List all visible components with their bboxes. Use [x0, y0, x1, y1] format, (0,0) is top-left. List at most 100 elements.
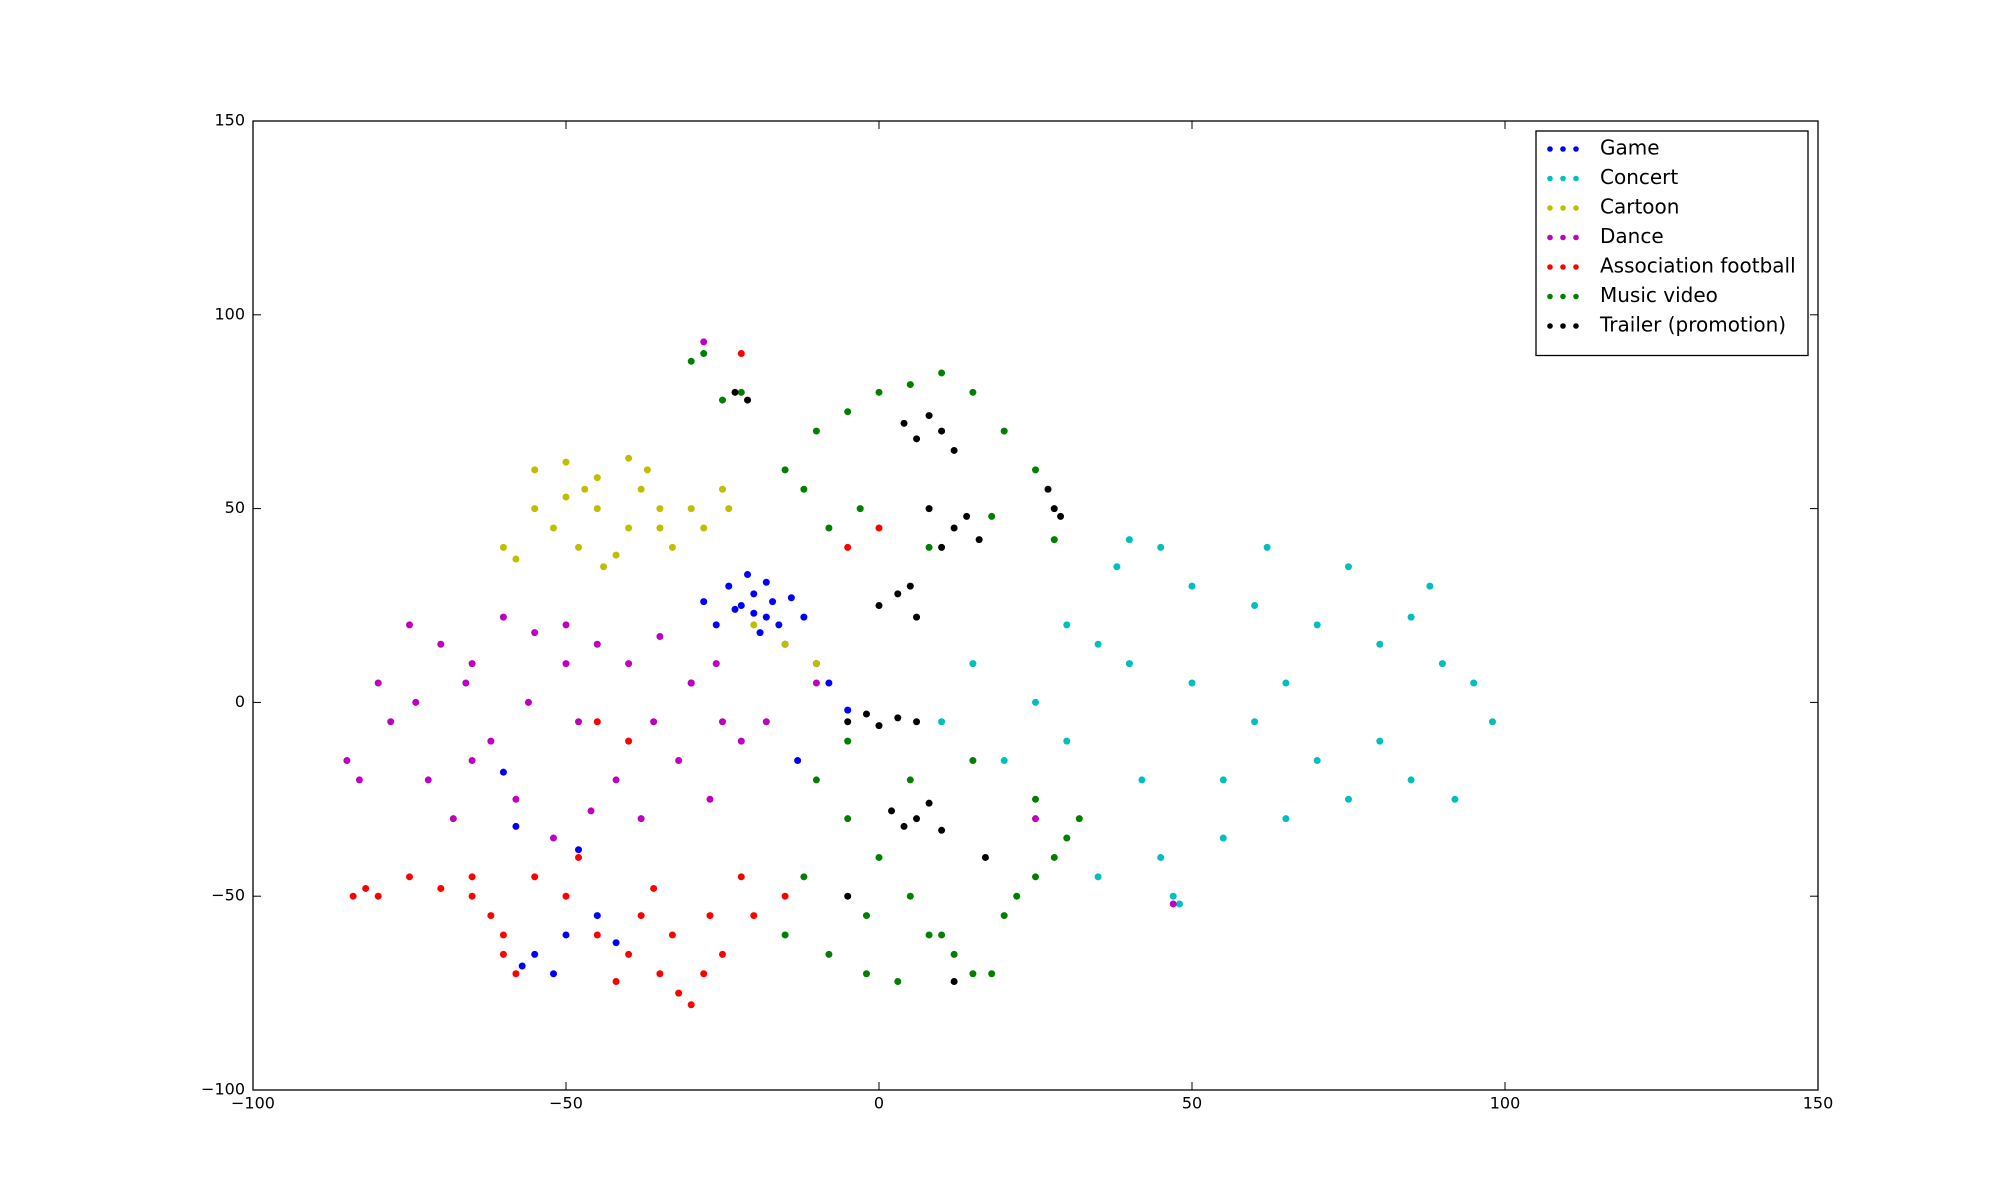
point	[800, 873, 808, 881]
point	[562, 931, 570, 939]
point	[1175, 900, 1183, 908]
y-tick-label: −100	[201, 1080, 245, 1099]
point	[625, 524, 633, 532]
point	[512, 555, 520, 563]
point	[468, 757, 476, 765]
point	[637, 815, 645, 823]
point	[625, 454, 633, 462]
point	[643, 466, 651, 474]
point	[487, 737, 495, 745]
point	[913, 613, 921, 621]
point	[362, 884, 370, 892]
point	[737, 602, 745, 609]
point	[1063, 621, 1071, 629]
point	[875, 853, 883, 861]
legend-marker	[1547, 234, 1553, 241]
legend-marker	[1560, 293, 1566, 300]
point	[963, 512, 971, 520]
legend-marker	[1560, 234, 1566, 241]
point	[913, 718, 921, 726]
point	[781, 640, 789, 648]
point	[725, 582, 733, 590]
point	[612, 977, 620, 985]
point	[812, 679, 820, 687]
legend-marker	[1560, 264, 1566, 270]
point	[1426, 582, 1434, 590]
point	[531, 466, 539, 474]
point	[1138, 776, 1146, 784]
legend-label: Trailer (promotion)	[1599, 313, 1786, 337]
point	[1125, 536, 1133, 544]
point	[355, 776, 363, 784]
point	[769, 598, 777, 606]
point	[575, 718, 583, 726]
point	[562, 458, 570, 466]
y-tick-label: 0	[235, 692, 245, 711]
point	[1470, 679, 1478, 687]
point	[1282, 815, 1290, 823]
point	[487, 912, 495, 920]
point	[1376, 640, 1384, 648]
point	[925, 505, 933, 513]
point	[625, 950, 633, 958]
point	[731, 388, 739, 396]
point	[512, 970, 520, 978]
point	[1000, 757, 1008, 765]
point	[812, 427, 820, 435]
point	[737, 388, 745, 396]
point	[894, 977, 902, 985]
point	[499, 543, 507, 551]
point	[1376, 737, 1384, 745]
point	[913, 815, 921, 823]
point	[625, 660, 633, 668]
point	[950, 977, 958, 985]
point	[593, 505, 601, 513]
legend-marker	[1560, 146, 1566, 152]
point	[687, 1001, 695, 1009]
legend-marker	[1573, 175, 1579, 182]
point	[468, 892, 476, 900]
point	[981, 853, 989, 861]
point	[700, 970, 708, 978]
point	[1251, 718, 1259, 726]
point	[1219, 834, 1227, 842]
point	[1050, 853, 1058, 861]
point	[406, 873, 413, 881]
point	[1050, 505, 1058, 513]
point	[687, 505, 695, 513]
point	[637, 485, 645, 493]
point	[719, 396, 726, 404]
point	[1000, 427, 1008, 435]
legend-marker	[1547, 323, 1553, 329]
point	[1451, 795, 1459, 803]
y-tick-label: 50	[225, 498, 245, 517]
point	[800, 613, 808, 621]
point	[906, 381, 914, 389]
point	[725, 505, 733, 513]
point	[1438, 660, 1446, 668]
point	[712, 621, 720, 629]
point	[844, 718, 852, 726]
point	[844, 408, 852, 416]
point	[1345, 563, 1352, 571]
point	[499, 768, 507, 776]
point	[925, 412, 933, 420]
point	[1407, 776, 1415, 784]
legend-label: Cartoon	[1600, 195, 1679, 219]
point	[737, 737, 745, 745]
point	[449, 815, 457, 823]
legend-marker	[1560, 323, 1566, 329]
point	[593, 912, 601, 920]
point	[750, 590, 758, 598]
point	[781, 931, 789, 939]
point	[600, 563, 608, 571]
point	[593, 931, 601, 939]
point	[587, 807, 595, 815]
point	[1407, 613, 1415, 621]
point	[650, 884, 658, 892]
point	[938, 826, 946, 834]
point	[844, 737, 852, 745]
point	[687, 679, 695, 687]
point	[343, 757, 351, 765]
point	[1157, 853, 1165, 861]
